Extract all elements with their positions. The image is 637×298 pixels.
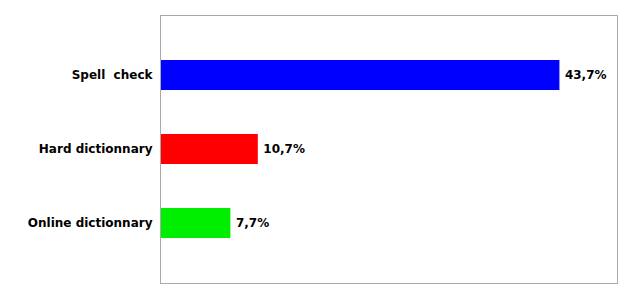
svg-text:Online dictionnary: Online dictionnary <box>28 216 153 230</box>
svg-text:10,7%: 10,7% <box>263 142 305 156</box>
svg-text:7,7%: 7,7% <box>236 216 269 230</box>
svg-text:Hard dictionnary: Hard dictionnary <box>39 142 153 156</box>
svg-text:43,7%: 43,7% <box>565 68 607 82</box>
svg-text:Spell check: Spell check <box>72 68 154 82</box>
